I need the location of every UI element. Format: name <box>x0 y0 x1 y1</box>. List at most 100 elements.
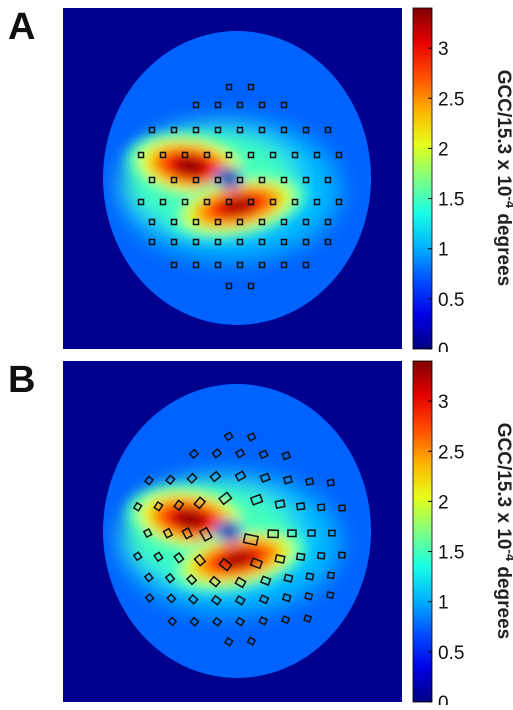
electrode-marker <box>166 593 177 604</box>
electrode-marker <box>258 218 266 226</box>
electrode-marker <box>143 572 154 583</box>
electrode-marker <box>159 151 167 159</box>
electrode-marker <box>234 470 247 482</box>
electrode-marker <box>167 616 178 627</box>
electrode-marker <box>305 572 315 581</box>
electrode-marker <box>280 238 288 246</box>
electrode-marker <box>181 151 189 159</box>
colorbar-tick-label: 0 <box>438 693 449 705</box>
electrode-marker <box>170 261 178 269</box>
electrode-marker <box>192 218 200 226</box>
electrode-marker <box>236 176 244 184</box>
electrode-marker <box>280 101 288 109</box>
electrode-marker <box>185 573 198 586</box>
electrode-marker <box>316 551 326 560</box>
electrode-marker <box>282 475 294 485</box>
electrode-marker <box>247 151 255 159</box>
electrode-marker <box>328 529 336 537</box>
electrode-marker <box>170 218 178 226</box>
colorbar-tick-label: 3 <box>438 39 449 60</box>
colorbar-tick-label: 1 <box>438 593 449 614</box>
electrode-marker <box>192 176 200 184</box>
panel-b: 0 0.5 1 1.5 2 2.5 3 GCC/15.3 x 10-4 degrees B <box>0 353 513 710</box>
electrode-marker <box>236 261 244 269</box>
hotspot-lower-right <box>220 197 256 215</box>
electrode-marker <box>280 126 288 134</box>
colorbar-tick-label: 2 <box>438 139 449 160</box>
electrode-marker <box>324 218 332 226</box>
electrode-marker <box>274 554 286 564</box>
electrode-marker <box>144 592 155 603</box>
electrode-marker <box>258 126 266 134</box>
electrode-marker <box>259 472 271 484</box>
electrode-marker <box>295 552 306 562</box>
electrode-marker <box>173 551 185 564</box>
colorbar-tick-label: 0.5 <box>438 290 464 311</box>
electrode-marker <box>247 282 255 290</box>
electrode-marker <box>188 448 200 460</box>
electrode-marker <box>170 126 178 134</box>
electrode-marker <box>189 616 200 627</box>
hotspot-upper-left <box>173 510 207 528</box>
colorbar-tick-label: 3 <box>438 392 449 413</box>
electrode-marker <box>211 616 223 627</box>
electrode-marker <box>203 151 211 159</box>
electrode-marker <box>258 238 266 246</box>
electrode-marker <box>211 448 223 459</box>
electrode-marker <box>214 238 222 246</box>
electrode-marker <box>295 502 306 511</box>
electrode-marker <box>287 529 297 538</box>
colorbar <box>412 360 433 703</box>
electrode-marker <box>324 126 332 134</box>
electrode-marker <box>181 198 189 206</box>
electrodes <box>137 83 343 290</box>
electrode-marker <box>304 477 315 486</box>
electrode-marker <box>335 198 343 206</box>
electrode-marker <box>148 176 156 184</box>
electrode-marker <box>193 553 207 567</box>
colorbar-label: GCC/15.3 x 10-4 degrees <box>493 70 513 286</box>
electrode-marker <box>218 491 233 506</box>
electrode-marker <box>242 533 260 546</box>
electrode-marker <box>246 636 257 646</box>
electrode-marker <box>132 551 143 562</box>
electrode-marker <box>142 527 153 539</box>
electrode-marker <box>246 432 257 442</box>
electrode-marker <box>267 529 280 539</box>
electrode-marker <box>326 571 336 580</box>
electrode-marker <box>236 218 244 226</box>
central-minimum <box>221 524 237 538</box>
central-minimum <box>221 171 237 185</box>
electrode-marker <box>214 261 222 269</box>
electrode-marker <box>225 198 233 206</box>
colorbar-tick-label: 2.5 <box>438 89 464 110</box>
electrode-marker <box>258 449 269 460</box>
hotspot-upper-left <box>173 157 207 175</box>
electrode-marker <box>214 218 222 226</box>
electrode-marker <box>258 261 266 269</box>
electrode-marker <box>236 238 244 246</box>
electrode-marker <box>164 474 176 486</box>
electrode-marker <box>137 151 145 159</box>
electrode-marker <box>214 176 222 184</box>
electrode-marker <box>281 592 292 603</box>
electrode-marker <box>234 448 246 459</box>
electrode-marker <box>181 527 194 540</box>
electrode-marker <box>225 83 233 91</box>
electrode-marker <box>173 499 185 512</box>
electrode-marker <box>225 282 233 290</box>
electrode-marker <box>234 576 247 589</box>
electrode-marker <box>137 198 145 206</box>
electrode-marker <box>259 575 272 586</box>
electrode-marker <box>225 151 233 159</box>
colorbar-tick-label: 1.5 <box>438 190 464 211</box>
colorbar <box>412 7 433 350</box>
electrode-marker <box>186 472 198 485</box>
electrode-marker <box>218 557 233 572</box>
electrode-marker <box>280 218 288 226</box>
electrode-marker <box>159 198 167 206</box>
electrode-marker <box>280 261 288 269</box>
electrode-marker <box>326 590 335 600</box>
electrode-marker <box>304 591 314 601</box>
electrode-marker <box>302 238 310 246</box>
